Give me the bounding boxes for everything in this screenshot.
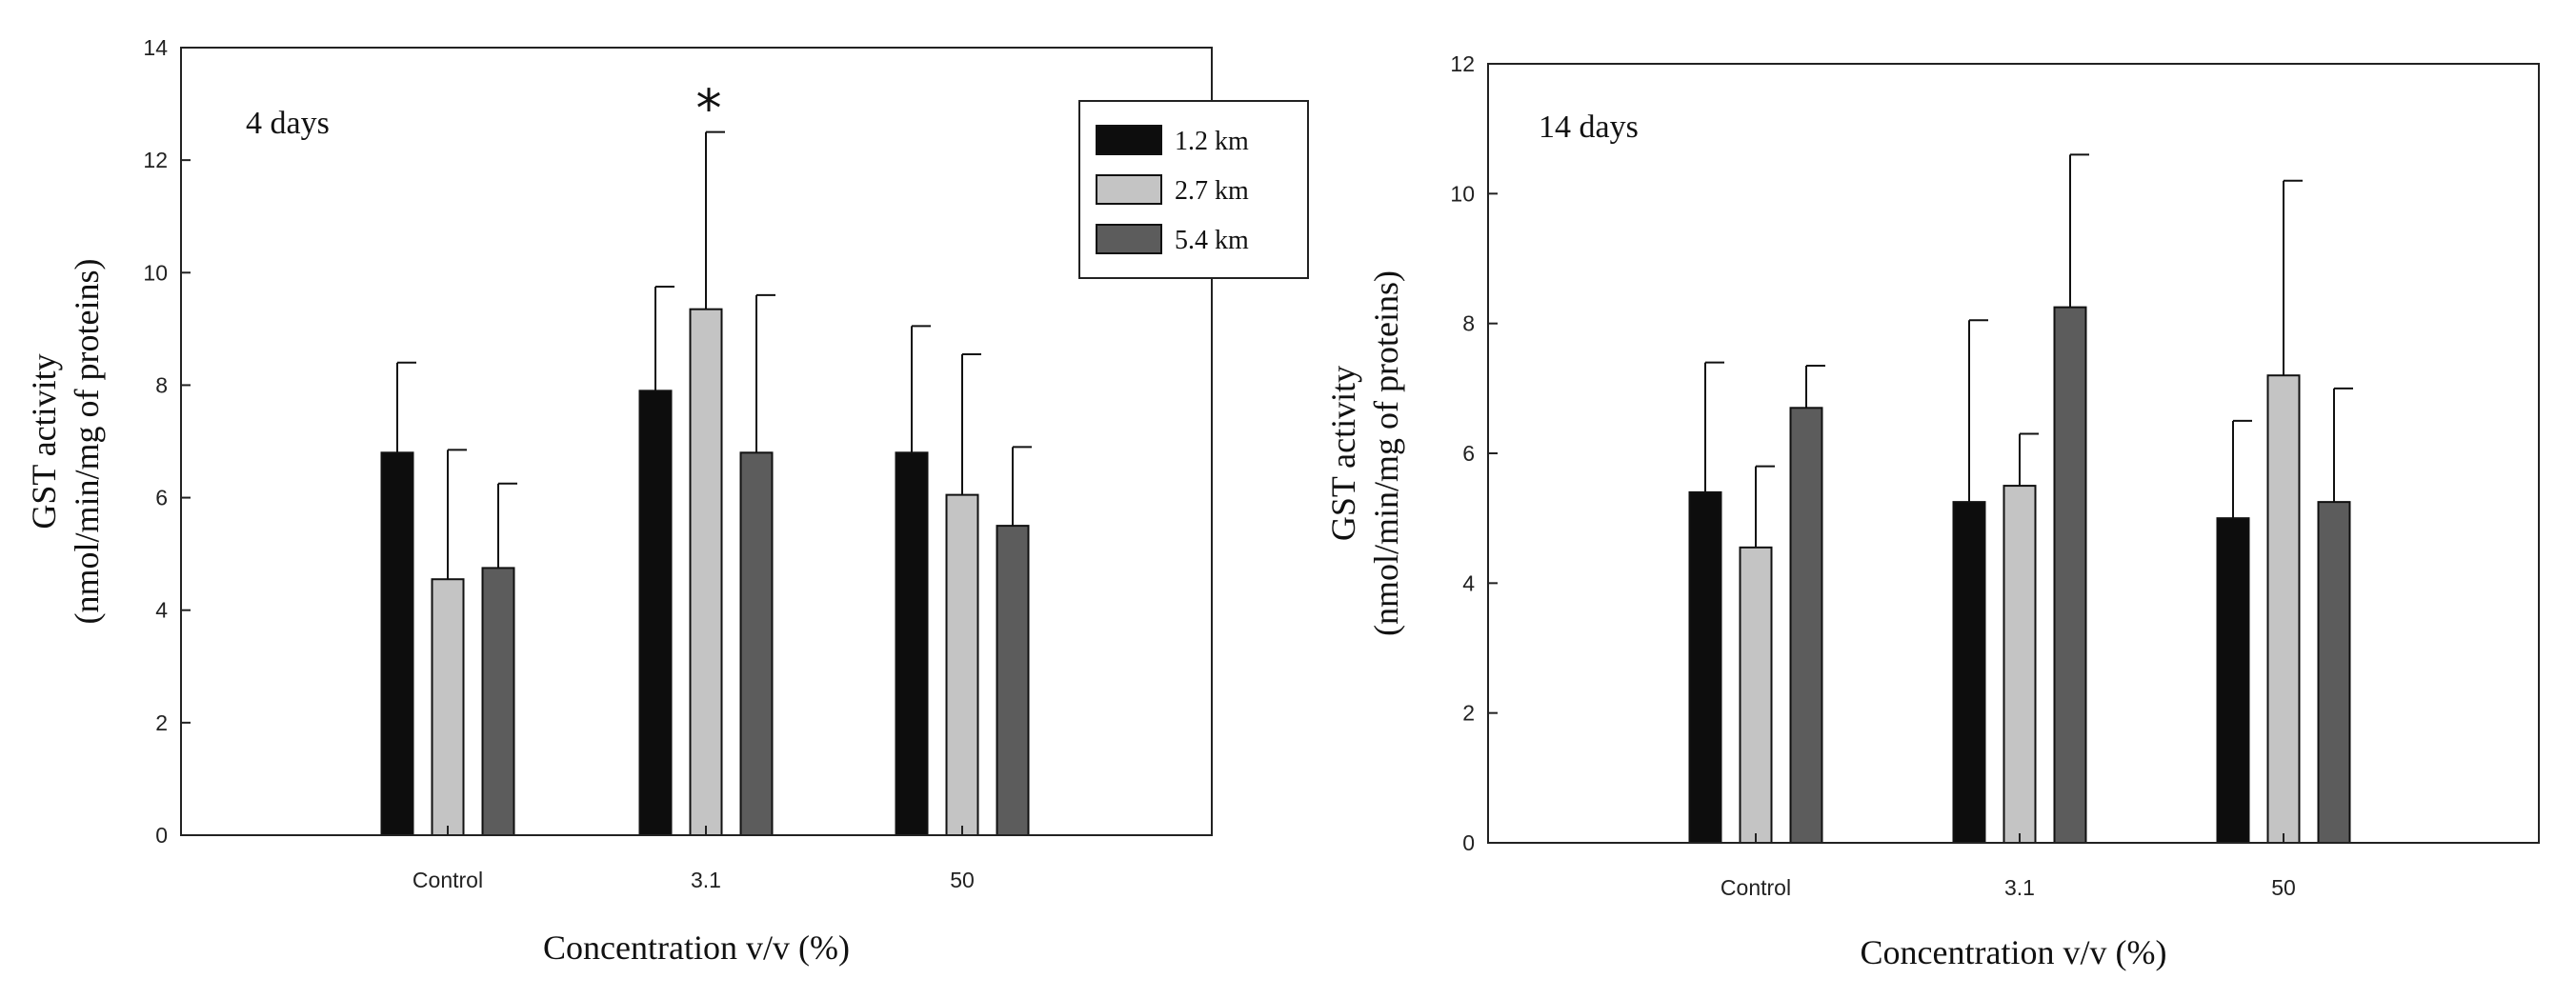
bar [689, 308, 723, 836]
panel-label: 14 days [1539, 110, 1639, 145]
bar [2053, 306, 2087, 844]
x-tick-label: 3.1 [2004, 875, 2035, 900]
y-tick-label: 8 [1462, 311, 1475, 336]
bar [996, 525, 1030, 836]
y-tick-label: 0 [155, 823, 168, 848]
x-tick-label: 3.1 [691, 868, 721, 892]
y-axis-title: GST activity [25, 353, 63, 529]
y-tick-label: 14 [143, 35, 168, 60]
significance-marker: * [696, 79, 722, 139]
bar [2002, 485, 2037, 844]
bar [481, 567, 515, 836]
y-tick-label: 6 [155, 486, 168, 510]
y-tick-label: 8 [155, 372, 168, 397]
x-tick-label: 50 [950, 868, 975, 892]
y-axis-subtitle: (nmol/min/mg of proteins) [68, 259, 106, 625]
y-tick-label: 4 [1462, 570, 1475, 595]
y-axis-subtitle: (nmol/min/mg of proteins) [1367, 270, 1405, 636]
legend-label: 5.4 km [1175, 226, 1249, 255]
bar [2216, 517, 2250, 845]
legend-swatch [1096, 174, 1162, 205]
x-axis-title: Concentration v/v (%) [1861, 933, 2167, 971]
y-tick-label: 6 [1462, 441, 1475, 466]
bar [1739, 546, 1773, 844]
y-tick-label: 12 [143, 148, 168, 172]
legend-label: 1.2 km [1175, 127, 1249, 156]
x-tick-label: 50 [2271, 875, 2296, 900]
legend-label: 2.7 km [1175, 176, 1249, 206]
bar [638, 390, 673, 836]
legend-swatch [1096, 125, 1162, 155]
x-tick-label: Control [1721, 875, 1791, 900]
y-tick-label: 12 [1450, 51, 1475, 76]
chart-panel-1: 0 2 4 6 8 10 12 14 Control 3.1 50 Concentration v/v… [25, 35, 1309, 967]
y-tick-label: 4 [155, 598, 168, 623]
legend: 1.2 km 2.7 km 5.4 km [1078, 100, 1309, 279]
bar [2266, 374, 2301, 844]
bar [1688, 490, 1722, 845]
bar [895, 451, 929, 836]
bar [380, 451, 414, 836]
panel-label: 4 days [246, 106, 330, 141]
bar [945, 493, 979, 836]
bar [2317, 501, 2351, 844]
bar [1789, 407, 1823, 844]
y-tick-label: 10 [143, 260, 168, 285]
y-axis-title: GST activity [1324, 366, 1362, 541]
y-tick-label: 2 [155, 710, 168, 735]
x-tick-label: Control [413, 868, 483, 892]
legend-swatch [1096, 224, 1162, 254]
bar [431, 578, 465, 836]
x-axis-title: Concentration v/v (%) [543, 929, 850, 967]
bar [739, 451, 774, 836]
bar [1952, 501, 1986, 844]
plot-frame [180, 47, 1213, 836]
chart-panel-2: 0 2 4 6 8 10 12 Control 3.1 50 Concentration v/v (… [1324, 51, 2540, 971]
y-tick-label: 2 [1462, 701, 1475, 726]
y-tick-label: 10 [1450, 181, 1475, 206]
y-tick-label: 0 [1462, 830, 1475, 855]
